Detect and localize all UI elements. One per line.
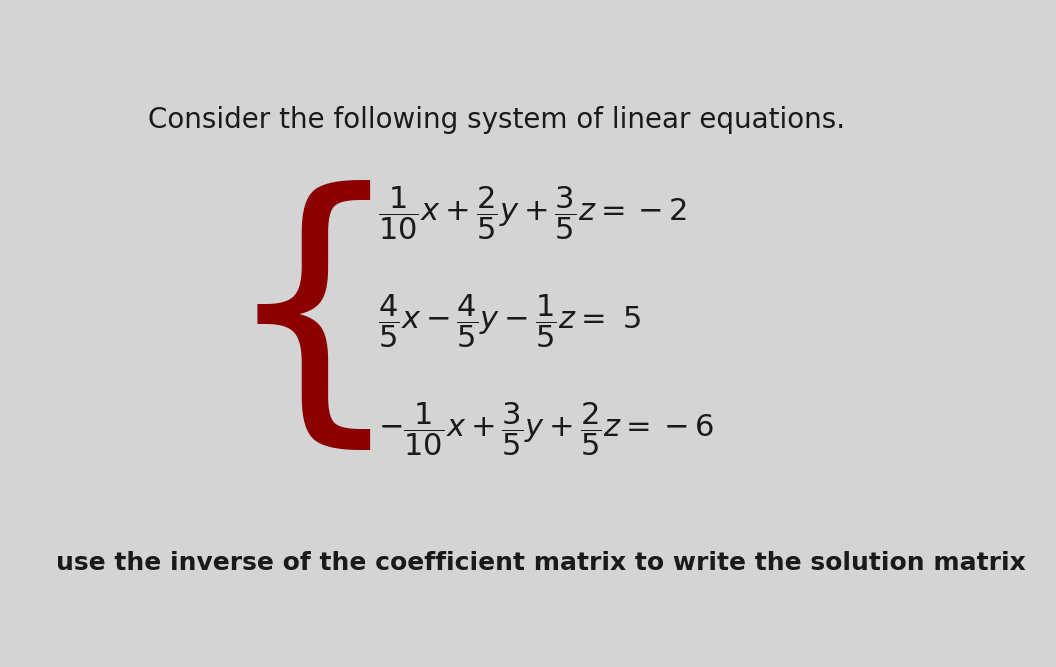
Text: $\dfrac{1}{10}x+\dfrac{2}{5}y+\dfrac{3}{5}z=-2$: $\dfrac{1}{10}x+\dfrac{2}{5}y+\dfrac{3}{… (378, 185, 686, 242)
Text: $-\dfrac{1}{10}x+\dfrac{3}{5}y+\dfrac{2}{5}z=-6$: $-\dfrac{1}{10}x+\dfrac{3}{5}y+\dfrac{2}… (378, 400, 714, 458)
Text: $\{$: $\{$ (220, 180, 372, 463)
Text: Consider the following system of linear equations.: Consider the following system of linear … (148, 106, 846, 133)
Text: $\dfrac{4}{5}x-\dfrac{4}{5}y-\dfrac{1}{5}z=\ 5$: $\dfrac{4}{5}x-\dfrac{4}{5}y-\dfrac{1}{5… (378, 293, 640, 350)
Text: use the inverse of the coefficient matrix to write the solution matrix: use the inverse of the coefficient matri… (56, 551, 1026, 575)
